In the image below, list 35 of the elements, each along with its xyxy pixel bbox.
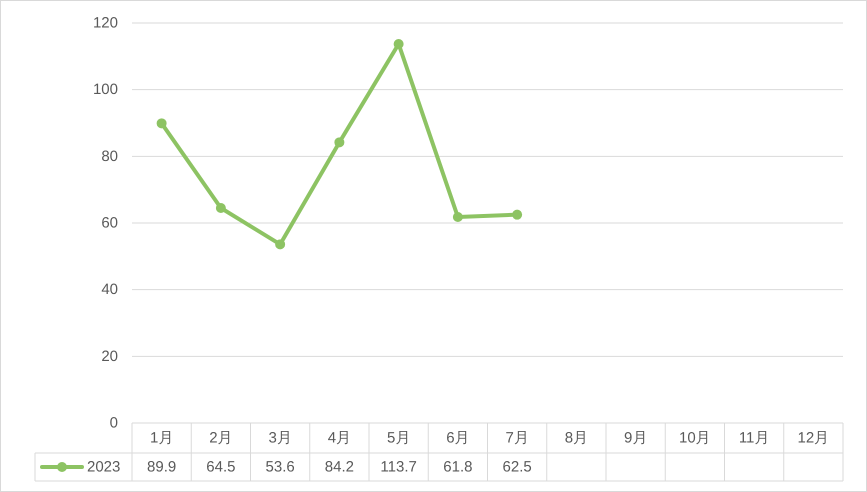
point (216, 203, 226, 213)
y-tick-label: 0 (110, 414, 118, 432)
point (275, 239, 286, 250)
data-label: 61.8 (443, 458, 472, 476)
x-tick-label: 12月 (798, 430, 830, 446)
x-tick-label: 5月 (386, 430, 410, 446)
data-label: 113.7 (380, 458, 417, 476)
y-tick-label: 60 (101, 214, 118, 232)
point (512, 210, 522, 220)
point (452, 212, 463, 222)
point (394, 39, 404, 49)
x-tick-label: 9月 (624, 430, 648, 446)
data-label: 62.5 (502, 458, 532, 476)
y-tick-label: 80 (101, 148, 118, 165)
x-tick-label: 4月 (328, 430, 352, 446)
y-tick-label: 40 (101, 281, 118, 298)
x-tick-label: 2月 (209, 430, 233, 446)
legend-label: 2023 (87, 458, 120, 476)
x-tick-label: 3月 (268, 430, 292, 446)
y-tick-label: 120 (92, 14, 118, 32)
x-tick-label: 6月 (446, 430, 470, 446)
data-label: 53.6 (266, 458, 295, 476)
x-tick-label: 7月 (505, 430, 529, 446)
x-tick-label: 10月 (679, 430, 711, 446)
point (334, 137, 344, 148)
legend: 2023 (40, 458, 120, 476)
x-tick-label: 8月 (564, 430, 588, 446)
y-tick-label: 100 (92, 81, 118, 98)
x-tick-label: 11月 (738, 430, 770, 446)
x-tick-label: 1月 (150, 430, 174, 446)
y-tick-label: 20 (101, 348, 118, 365)
data-label: 84.2 (324, 458, 354, 476)
data-label: 89.9 (147, 458, 176, 476)
data-label: 64.5 (206, 458, 236, 476)
point (156, 118, 167, 128)
